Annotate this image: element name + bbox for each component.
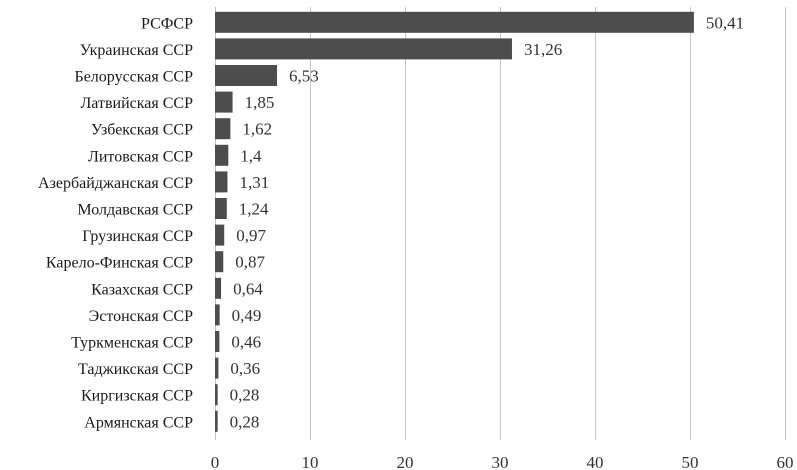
bar-11 [215,304,220,326]
value-label-4: 1,62 [242,120,272,139]
value-label-11: 0,49 [232,306,262,325]
category-label-13: Таджикская ССР [78,361,193,378]
category-label-14: Киргизская ССР [81,388,193,405]
x-tick-label-20: 20 [397,453,414,470]
x-tick-label-50: 50 [682,453,699,470]
category-label-3: Латвийская ССР [80,95,193,112]
bar-12 [215,331,220,352]
bar-2 [215,65,278,86]
value-label-2: 6,53 [289,67,319,86]
bar-9 [215,251,224,273]
bar-8 [215,224,225,246]
category-label-10: Казахская ССР [91,281,193,298]
x-tick-label-30: 30 [492,453,509,470]
category-label-8: Грузинская ССР [82,228,193,245]
bar-14 [215,384,218,406]
value-label-0: 50,41 [706,13,744,32]
x-tick-label-0: 0 [211,453,220,470]
gridlines [215,7,786,440]
category-label-11: Эстонская ССР [89,308,193,325]
bar-3 [215,91,233,113]
x-axis-tick-labels: 0 10 20 30 40 50 60 [211,453,794,470]
bar-10 [215,277,222,299]
category-label-2: Белорусская ССР [75,69,194,86]
value-label-14: 0,28 [230,386,260,405]
category-label-9: Карело-Финская ССР [46,255,193,272]
value-label-5: 1,4 [240,146,262,165]
category-label-15: Армянская ССР [84,414,193,431]
value-label-10: 0,64 [233,279,263,298]
category-label-7: Молдавская ССР [77,202,193,219]
value-label-13: 0,36 [230,359,260,378]
value-label-3: 1,85 [245,93,275,112]
bar-15 [215,410,218,432]
value-label-12: 0,46 [231,333,261,352]
category-label-12: Туркменская ССР [71,335,193,352]
category-label-4: Узбекская ССР [91,122,193,139]
category-labels: РСФСР Украинская ССР Белорусская ССР Латвий… [38,15,193,431]
bar-4 [215,118,231,140]
value-label-8: 0,97 [236,226,266,245]
value-label-7: 1,24 [239,200,269,219]
value-label-9: 0,87 [235,253,265,272]
bar-6 [215,171,228,193]
bar-0 [215,11,694,33]
x-tick-label-10: 10 [302,453,319,470]
bar-13 [215,357,219,379]
x-tick-label-40: 40 [587,453,604,470]
bars [215,11,694,432]
value-label-1: 31,26 [524,40,562,59]
category-label-6: Азербайджанская ССР [38,175,193,192]
bar-7 [215,198,227,219]
bar-1 [215,38,512,60]
bar-5 [215,144,229,166]
category-label-5: Литовская ССР [88,148,193,165]
category-label-1: Украинская ССР [80,42,193,59]
value-labels: 50,41 31,26 6,53 1,85 1,62 1,4 1,31 1,24 0,97 0,8… [230,13,744,431]
value-label-6: 1,31 [239,173,269,192]
category-label-0: РСФСР [141,15,193,32]
x-tick-label-60: 60 [777,453,794,470]
value-label-15: 0,28 [230,412,260,431]
